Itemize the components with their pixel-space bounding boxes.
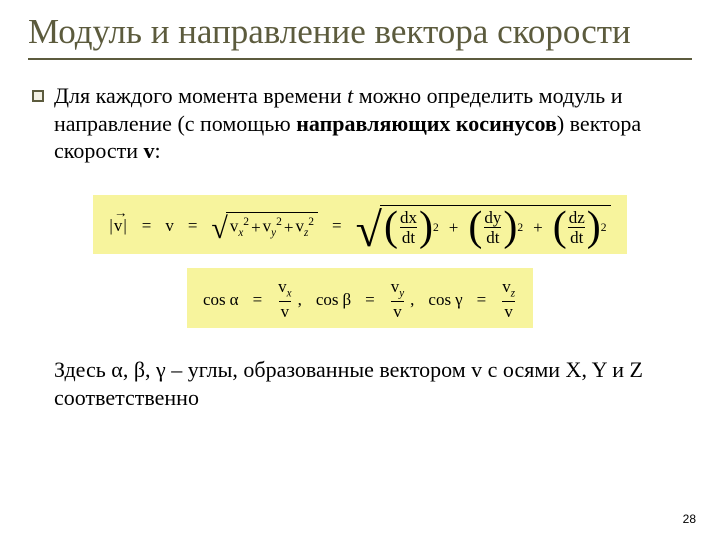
f2-v1: v	[279, 301, 292, 320]
f1-dz: dz	[567, 209, 587, 227]
bullet-icon	[32, 90, 44, 102]
f1-eq1: =	[142, 217, 152, 234]
f1-eq3: =	[332, 217, 342, 234]
f1-vz: v	[295, 217, 304, 236]
bullet-row: Для каждого момента времени t можно опре…	[32, 82, 684, 165]
f2-eq2: =	[365, 291, 375, 308]
f1-sq5: 2	[517, 222, 523, 234]
p2-text-3: с осями	[482, 357, 565, 382]
p2-c2: ,	[145, 357, 156, 382]
title-rule	[28, 58, 692, 60]
f2-vz: v	[502, 277, 511, 296]
paragraph-1: Для каждого момента времени t можно опре…	[54, 82, 684, 165]
p2-and: и	[607, 357, 630, 382]
f1-plus4: +	[533, 219, 543, 236]
f2-sep1: ,	[298, 291, 302, 308]
f1-term-dy: ( dydt )2	[468, 209, 523, 247]
f2-eq3: =	[477, 291, 487, 308]
p1-v: v	[144, 138, 155, 163]
f2-sub-z: z	[511, 288, 515, 300]
f1-v: v	[165, 217, 174, 234]
p1-bold: направляющих косинусов	[296, 111, 557, 136]
paragraph-2: Здесь α, β, γ – углы, образованные векто…	[54, 356, 684, 411]
f1-dy: dy	[482, 209, 503, 227]
f2-cos3: cos	[428, 291, 451, 308]
p2-text-1: Здесь	[54, 357, 111, 382]
f1-sq2: 2	[276, 215, 282, 228]
f1-sq1: 2	[243, 215, 249, 228]
f1-term-dz: ( dzdt )2	[553, 209, 607, 247]
f2-v2: v	[391, 301, 404, 320]
f2-frac3: vz v	[500, 278, 517, 320]
f1-dt2: dt	[484, 227, 501, 246]
f2-cos1: cos	[203, 291, 226, 308]
f1-sqrt1: √ vx2 + vy2 + vz2	[211, 212, 318, 239]
p2-v: v	[471, 357, 482, 382]
p2-Z: Z	[629, 357, 642, 382]
f1-plus3: +	[449, 219, 459, 236]
p1-text-1: Для каждого момента времени	[54, 83, 347, 108]
p2-alpha: α	[111, 357, 123, 382]
slide-title: Модуль и направление вектора скорости	[28, 12, 692, 52]
f1-abs-v: |v|	[109, 217, 127, 234]
f1-plus1: +	[251, 219, 261, 236]
slide-number: 28	[683, 512, 696, 526]
f2-eq1: =	[253, 291, 263, 308]
f1-sq4: 2	[433, 222, 439, 234]
f2-beta: β	[343, 291, 352, 308]
f2-sub-x: x	[287, 288, 292, 300]
formula-area: |v| = v = √ vx2 + vy2 + vz2 =	[28, 195, 692, 329]
f1-plus2: +	[284, 219, 294, 236]
f1-sub-x: x	[238, 227, 243, 239]
f1-vec-v: v	[114, 217, 124, 234]
f1-term-dx: ( dxdt )2	[384, 209, 439, 247]
f2-sep2: ,	[410, 291, 414, 308]
f2-sub-y: y	[399, 288, 404, 300]
p2-gamma: γ	[156, 357, 166, 382]
f1-dx: dx	[398, 209, 419, 227]
p1-end: :	[155, 138, 161, 163]
f2-frac1: vx v	[276, 278, 293, 320]
f2-vx: v	[278, 277, 287, 296]
f1-eq2: =	[188, 217, 198, 234]
f2-vy: v	[391, 277, 400, 296]
f1-sq6: 2	[601, 222, 607, 234]
f1-vy: v	[263, 217, 272, 236]
p2-end: соответственно	[54, 385, 199, 410]
p2-Y: Y	[592, 357, 607, 382]
formula-magnitude: |v| = v = √ vx2 + vy2 + vz2 =	[93, 195, 626, 255]
f1-sub-z: z	[304, 227, 308, 239]
p2-c1: ,	[123, 357, 134, 382]
formula-cosines: cosα = vx v , cosβ = vy v , cosγ = vz v	[187, 268, 533, 328]
slide: Модуль и направление вектора скорости Дл…	[0, 0, 720, 540]
f1-dt1: dt	[400, 227, 417, 246]
p2-beta: β	[134, 357, 145, 382]
p2-text-2: – углы, образованные вектором	[166, 357, 471, 382]
f2-frac2: vy v	[389, 278, 406, 320]
p2-X: X	[566, 357, 582, 382]
f1-sub-y: y	[271, 227, 276, 239]
f2-cos2: cos	[316, 291, 339, 308]
f1-sq3: 2	[308, 215, 314, 228]
f2-alpha: α	[230, 291, 239, 308]
f1-dt3: dt	[568, 227, 585, 246]
f2-gamma: γ	[455, 291, 463, 308]
p2-c3: ,	[581, 357, 591, 382]
f1-sqrt2: √ ( dxdt )2 + ( dydt )2 + (	[356, 205, 611, 247]
f2-v3: v	[502, 301, 515, 320]
